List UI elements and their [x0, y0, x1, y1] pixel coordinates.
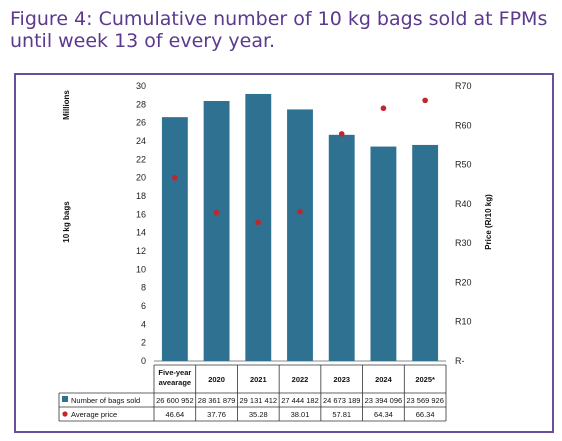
bar [412, 144, 439, 361]
figure-title: Figure 4: Cumulative number of 10 kg bag… [10, 8, 548, 52]
y-left-tick-label: 6 [141, 301, 146, 311]
table-value: 66.34 [416, 410, 435, 419]
y-left-tick-label: 12 [136, 246, 146, 256]
y-right-tick-label: R50 [455, 160, 472, 170]
price-point [213, 209, 220, 216]
x-category-label: 2023 [333, 375, 350, 384]
y-left-unit-label: Millions [62, 90, 71, 120]
bar [161, 117, 188, 361]
y-left-tick-label: 20 [136, 173, 146, 183]
chart-frame [14, 73, 554, 433]
table-value: 26 600 952 [156, 396, 194, 405]
y-left-axis-label: 10 kg bags [62, 201, 71, 243]
bar [245, 93, 272, 361]
legend-swatch-bags [62, 396, 68, 402]
table-value: 23 569 926 [406, 396, 444, 405]
y-right-tick-label: R60 [455, 120, 472, 130]
table-value: 38.01 [291, 410, 310, 419]
price-point [338, 131, 345, 137]
price-point [380, 105, 387, 112]
bar [287, 109, 313, 361]
y-left-tick-label: 18 [136, 191, 146, 201]
table-value: 35.28 [249, 410, 268, 419]
y-right-tick-label: R- [455, 356, 465, 366]
x-category-label: 2020 [208, 375, 225, 384]
bar [370, 146, 397, 361]
y-left-tick-label: 30 [136, 81, 146, 91]
y-left-tick-label: 16 [136, 209, 146, 219]
y-left-tick-label: 10 [136, 264, 146, 274]
table-value: 28 361 879 [198, 396, 236, 405]
y-left-tick-label: 0 [141, 356, 146, 366]
x-category-label: 2025* [415, 375, 435, 384]
y-right-tick-label: R20 [455, 277, 472, 287]
y-left-tick-label: 26 [136, 118, 146, 128]
y-right-tick-label: R70 [455, 81, 472, 91]
table-series-name: Number of bags sold [71, 396, 140, 405]
table-series-name: Average price [71, 410, 117, 419]
x-category-label: avearage [159, 378, 192, 387]
x-category-label: 2022 [292, 375, 309, 384]
bar [203, 101, 230, 361]
legend-swatch-price [62, 411, 68, 417]
table-value: 64.34 [374, 410, 393, 419]
x-category-label: 2021 [250, 375, 267, 384]
y-left-tick-label: 2 [141, 338, 146, 348]
y-left-tick-label: 4 [141, 319, 146, 329]
x-category-label: Five-year [158, 368, 191, 377]
y-left-tick-label: 28 [136, 99, 146, 109]
table-value: 57.81 [332, 410, 351, 419]
table-value: 24 673 189 [323, 396, 361, 405]
y-left-tick-label: 22 [136, 154, 146, 164]
table-value: 23 394 096 [365, 396, 403, 405]
price-point [172, 174, 178, 181]
table-value: 37.76 [207, 410, 226, 419]
table-value: 27 444 182 [281, 396, 319, 405]
y-left-tick-label: 24 [136, 136, 146, 146]
y-right-axis-label: Price (R/10 kg) [484, 194, 493, 250]
price-point [297, 208, 303, 215]
y-left-tick-label: 8 [141, 283, 146, 293]
y-left-tick-label: 14 [136, 228, 146, 238]
bar [328, 134, 355, 361]
table-value: 46.64 [165, 410, 184, 419]
x-category-label: 2024 [375, 375, 393, 384]
price-point [422, 97, 428, 104]
table-value: 29 131 412 [240, 396, 278, 405]
price-point [255, 219, 262, 226]
y-right-tick-label: R40 [455, 199, 472, 209]
y-right-tick-label: R30 [455, 238, 472, 248]
y-right-tick-label: R10 [455, 317, 472, 327]
